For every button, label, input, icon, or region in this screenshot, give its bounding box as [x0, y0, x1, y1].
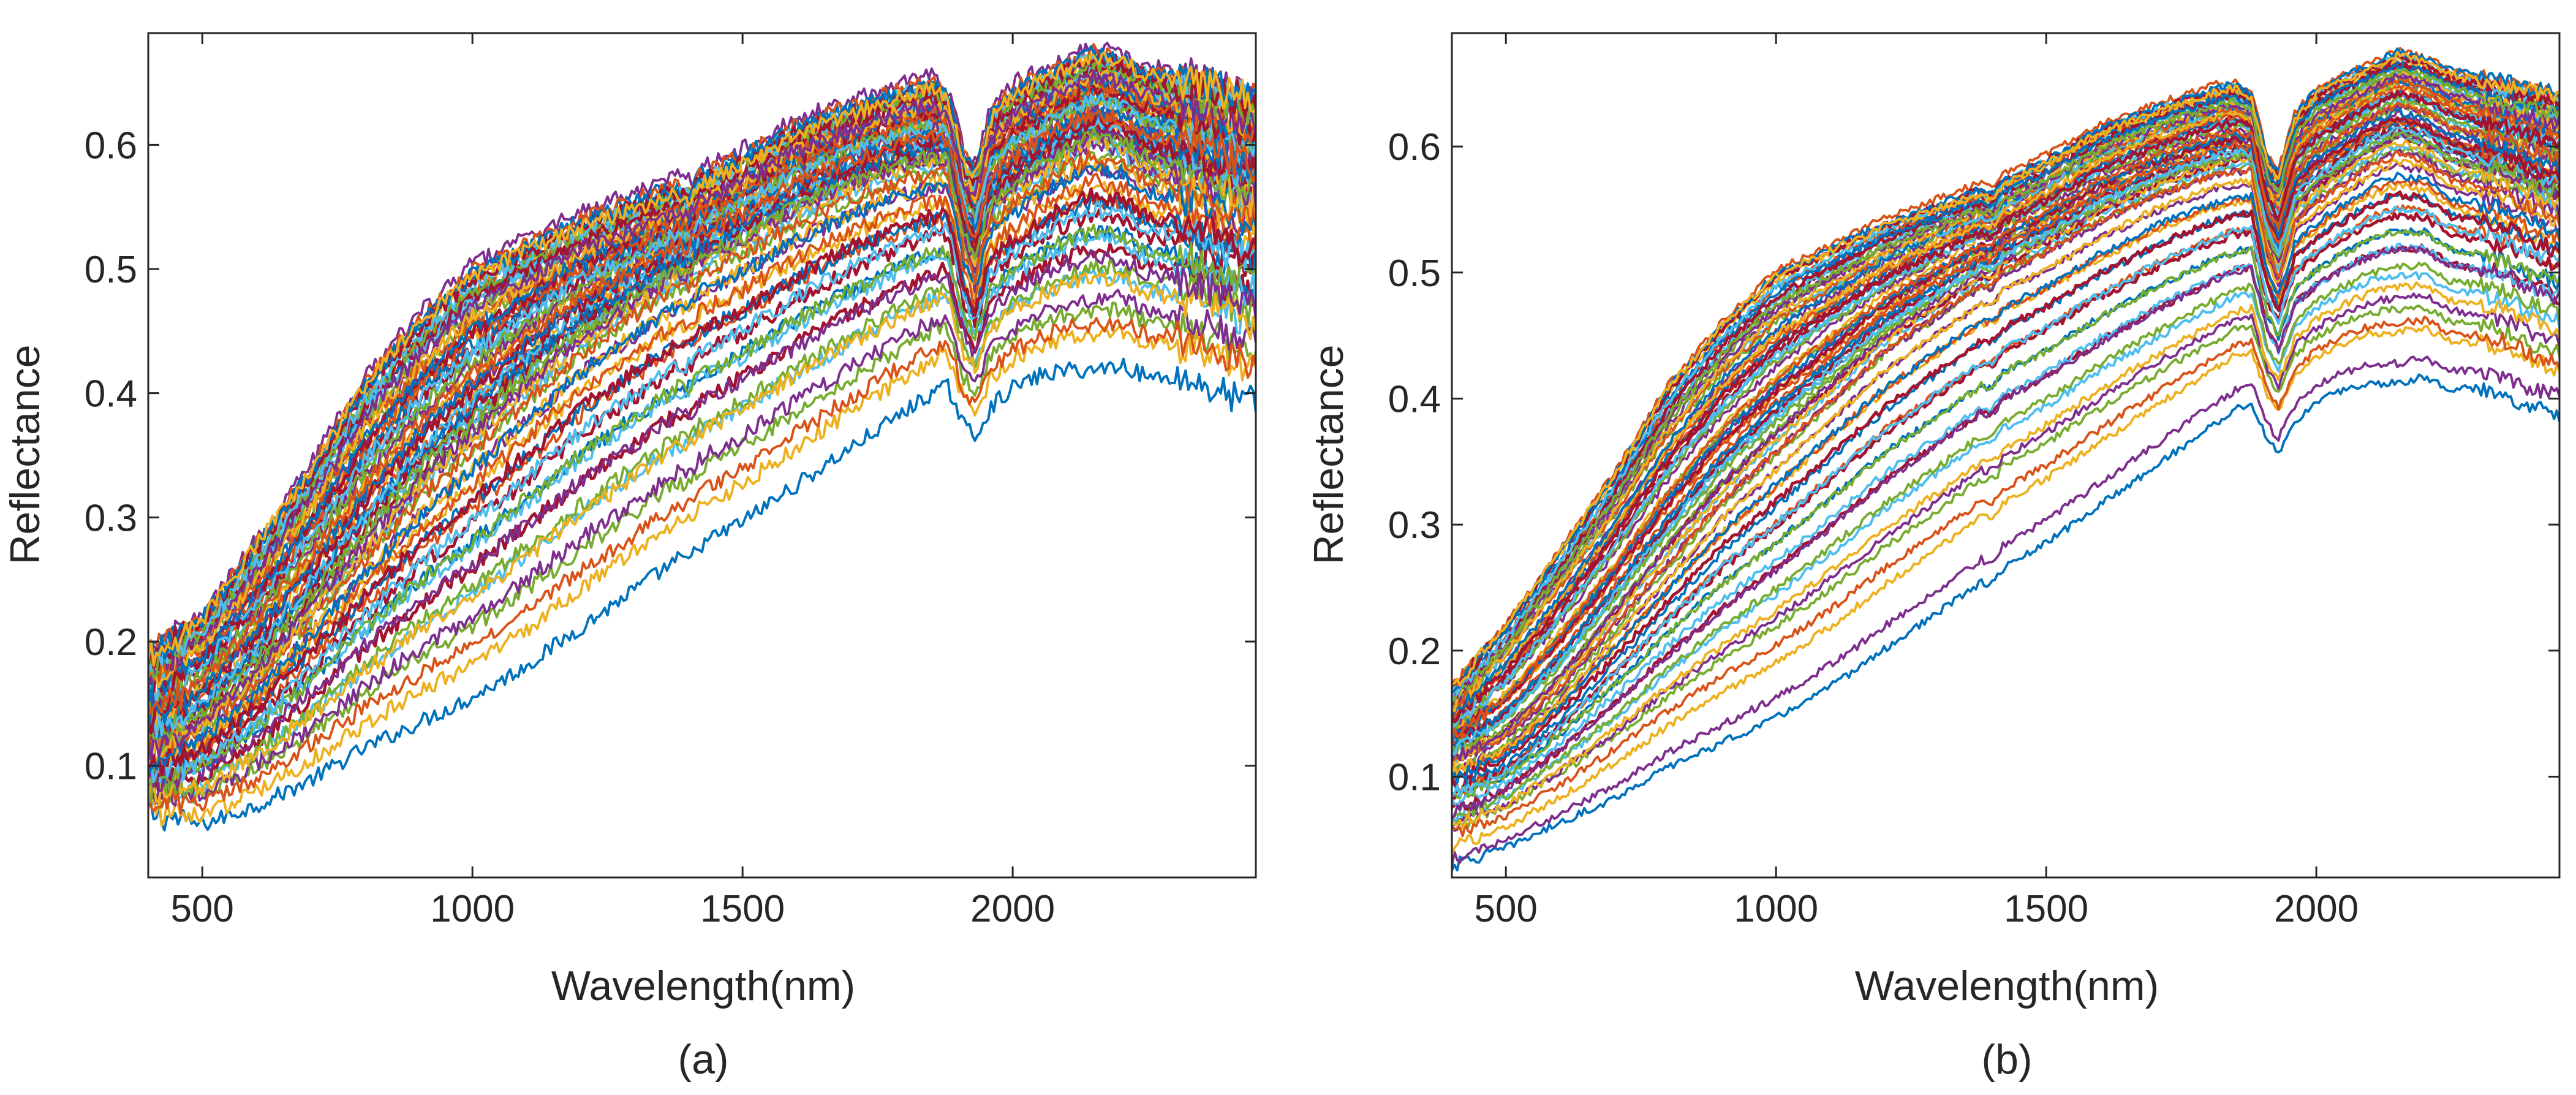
panel-b: 500 1000 1500 2000 0.1 0.2 0.3 0.4 0.5 0.6 Reflec…: [1305, 32, 2561, 1083]
x-tick-label: 1000: [1734, 888, 1818, 930]
y-tick-label: 0.5: [85, 249, 137, 291]
y-tick-label: 0.1: [1388, 756, 1441, 798]
spectrum-line: [148, 162, 1256, 775]
spectrum-line: [148, 74, 1256, 686]
x-tick-label: 500: [1474, 888, 1537, 930]
y-tick-label: 0.4: [1388, 378, 1441, 420]
spectrum-line: [1452, 131, 2559, 754]
spectrum-line: [1452, 316, 2559, 838]
spectrum-line: [1452, 172, 2559, 784]
spectrum-line: [1452, 373, 2559, 872]
spectrum-line: [148, 223, 1256, 786]
spectrum-line: [1452, 50, 2559, 687]
spectrum-line: [1452, 190, 2559, 787]
spectrum-line: [1452, 292, 2559, 832]
spectrum-line: [1452, 281, 2559, 829]
spectrum-line: [148, 107, 1256, 715]
spectrum-line: [148, 59, 1256, 674]
spectrum-line: [1452, 126, 2559, 756]
spectrum-line: [148, 149, 1256, 754]
panel-a-ylabel: Reflectance: [2, 344, 48, 564]
y-tick-label: 0.5: [1388, 252, 1441, 295]
panel-b-xlabel: Wavelength(nm): [1855, 963, 2159, 1009]
y-tick-label: 0.6: [85, 124, 137, 167]
x-tick-label: 2000: [2274, 888, 2359, 930]
spectrum-line: [1452, 205, 2559, 798]
y-tick-label: 0.4: [85, 373, 137, 415]
panel-b-ylabel: Reflectance: [1305, 344, 1352, 564]
spectrum-line: [1452, 262, 2559, 824]
spectrum-line: [148, 201, 1256, 784]
x-tick-label: 1500: [700, 888, 785, 930]
spectrum-line: [148, 289, 1256, 807]
panel-a-xlabel: Wavelength(nm): [551, 963, 855, 1009]
y-tick-label: 0.2: [1388, 631, 1441, 673]
spectrum-line: [1452, 271, 2559, 824]
x-tick-label: 2000: [970, 888, 1055, 930]
spectrum-line: [1452, 131, 2559, 763]
y-tick-label: 0.1: [85, 746, 137, 788]
x-tick-label: 500: [170, 888, 233, 930]
panel-b-lines: [1452, 47, 2559, 872]
spectrum-line: [148, 129, 1256, 761]
spectrum-line: [148, 187, 1256, 776]
spectrum-line: [1452, 53, 2559, 687]
spectrum-line: [148, 357, 1256, 832]
y-tick-label: 0.3: [1388, 504, 1441, 547]
spectrum-line: [1452, 355, 2559, 866]
spectrum-line: [148, 301, 1256, 809]
panel-b-axes: 500 1000 1500 2000 0.1 0.2 0.3 0.4 0.5 0.6: [1388, 32, 2561, 930]
panel-a: 500 1000 1500 2000 0.1 0.2 0.3 0.4 0.5 0.6 Reflec…: [2, 32, 1257, 1083]
spectrum-line: [1452, 131, 2559, 750]
spectrum-line: [1452, 89, 2559, 724]
panel-a-label: (a): [678, 1036, 728, 1083]
spectrum-line: [1452, 245, 2559, 820]
spectrum-line: [148, 271, 1256, 803]
spectrum-line: [148, 249, 1256, 793]
spectrum-line: [1452, 139, 2559, 765]
y-tick-label: 0.2: [85, 621, 137, 664]
spectrum-line: [1452, 146, 2559, 775]
axes-box: [1451, 32, 2561, 879]
spectrum-line: [148, 172, 1256, 776]
spectrum-line: [148, 42, 1256, 658]
spectrum-line: [148, 107, 1256, 730]
spectrum-line: [148, 258, 1256, 804]
spectrum-line: [1452, 47, 2559, 689]
spectrum-line: [1452, 325, 2559, 855]
spectrum-line: [148, 317, 1256, 815]
spectrum-line: [148, 127, 1256, 742]
spectrum-line: [1452, 74, 2559, 719]
spectrum-line: [1452, 229, 2559, 800]
spectrum-line: [1452, 304, 2559, 828]
spectrum-line: [148, 67, 1256, 686]
spectrum-line: [1452, 158, 2559, 779]
spectrum-line: [1452, 107, 2559, 738]
spectrum-line: [1452, 85, 2559, 721]
panel-a-lines: [148, 42, 1256, 832]
spectrum-line: [1452, 227, 2559, 800]
spectrum-line: [1452, 117, 2559, 754]
spectrum-line: [1452, 90, 2559, 734]
y-tick-label: 0.3: [85, 497, 137, 539]
spectrum-line: [148, 323, 1256, 827]
panel-b-label: (b): [1981, 1036, 2032, 1083]
spectrum-line: [148, 51, 1256, 667]
panel-a-axes: 500 1000 1500 2000 0.1 0.2 0.3 0.4 0.5 0.6: [85, 32, 1257, 930]
spectrum-line: [1452, 150, 2559, 767]
spectrum-line: [148, 69, 1256, 689]
y-tick-label: 0.6: [1388, 126, 1441, 169]
x-tick-label: 1500: [2004, 888, 2088, 930]
spectrum-line: [1452, 63, 2559, 703]
spectrum-line: [1452, 101, 2559, 741]
spectrum-line: [1452, 68, 2559, 702]
axes-box: [147, 32, 1257, 879]
spectrum-line: [148, 98, 1256, 716]
spectrum-line: [148, 93, 1256, 703]
x-tick-label: 1000: [430, 888, 515, 930]
